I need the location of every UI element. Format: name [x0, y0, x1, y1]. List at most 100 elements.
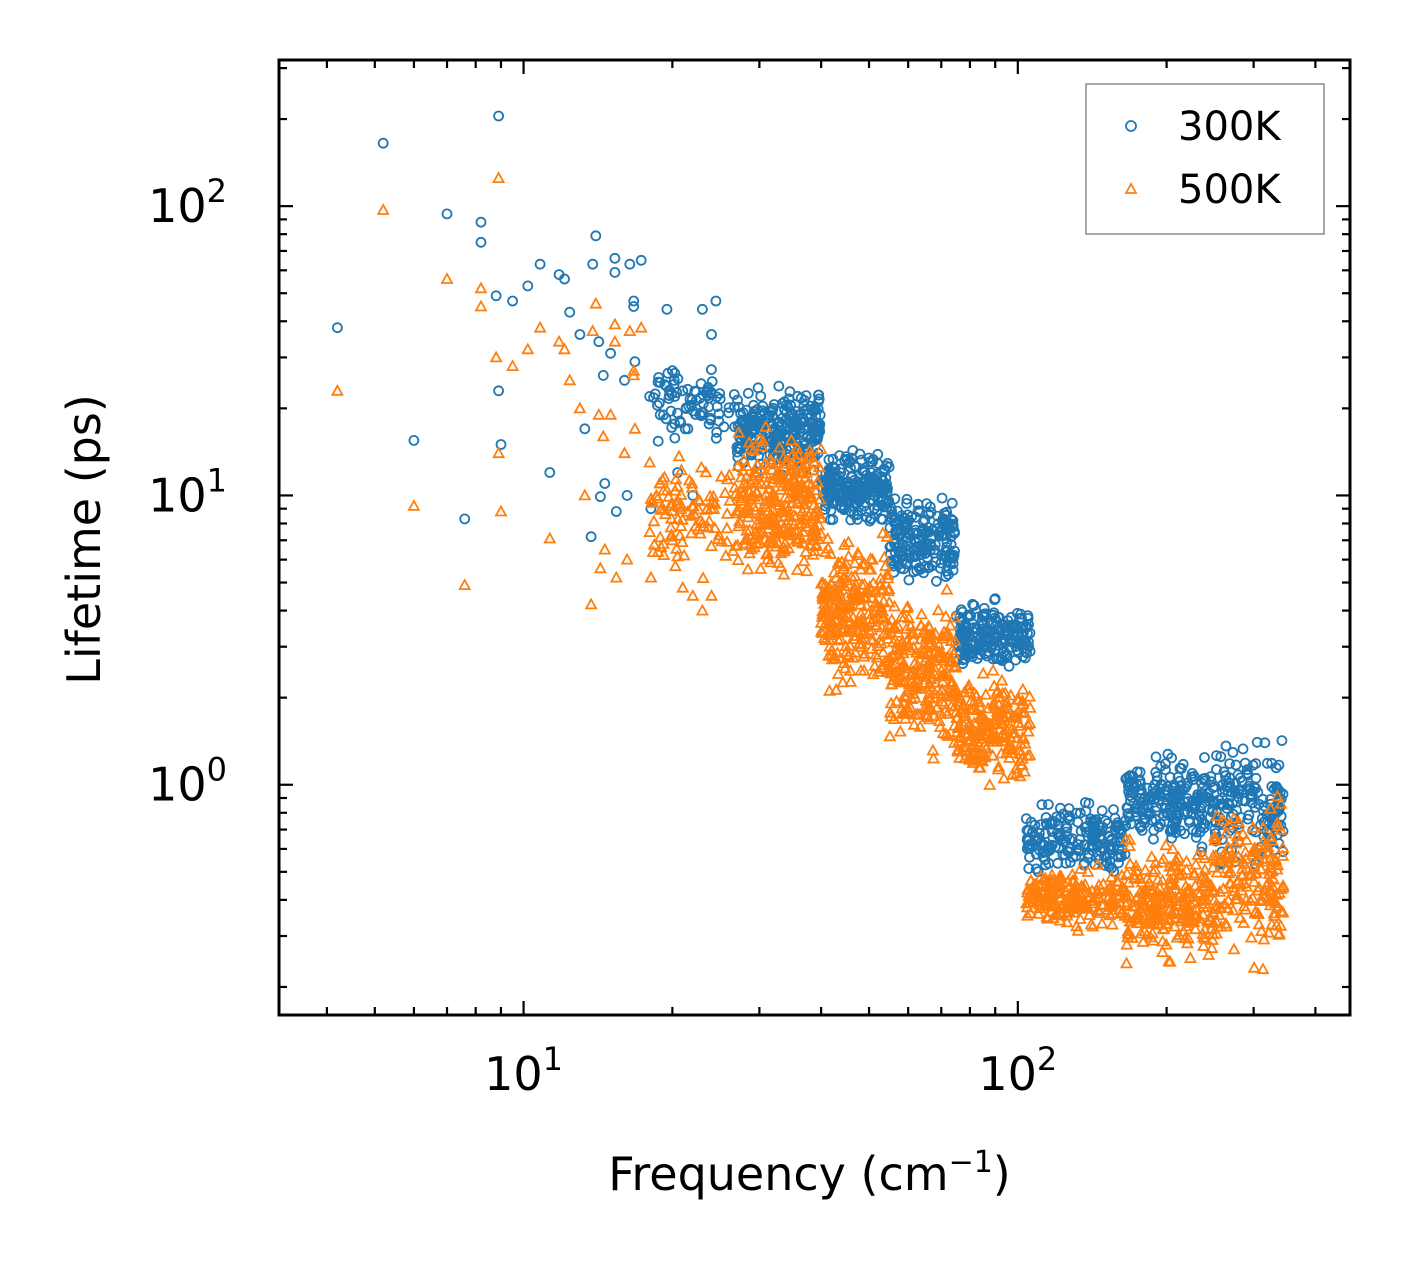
data-point — [703, 418, 715, 430]
data-point — [711, 401, 723, 413]
data-point — [694, 460, 708, 473]
data-point — [1192, 911, 1206, 924]
legend: 300K 500K — [1085, 83, 1325, 235]
data-point — [941, 706, 955, 719]
data-point — [920, 710, 934, 722]
data-point — [1168, 919, 1182, 932]
data-point — [953, 691, 967, 704]
y-tick-label: 101 — [148, 461, 227, 522]
data-point — [901, 497, 912, 509]
data-point — [759, 466, 773, 479]
data-point — [1200, 900, 1214, 913]
data-point — [822, 598, 836, 611]
data-point — [728, 480, 742, 493]
data-point — [696, 571, 710, 583]
data-point — [881, 460, 892, 472]
data-point — [1001, 700, 1015, 713]
data-point — [1082, 885, 1096, 898]
data-point — [756, 434, 770, 447]
data-point — [869, 599, 883, 612]
data-point — [609, 266, 621, 278]
data-point — [1226, 903, 1240, 916]
data-point — [1128, 870, 1143, 883]
data-point — [647, 514, 661, 527]
data-point — [869, 479, 881, 491]
data-point — [492, 446, 506, 459]
data-point — [1140, 887, 1154, 900]
data-point — [1043, 840, 1054, 852]
data-point — [1021, 717, 1035, 730]
data-point — [836, 571, 850, 584]
data-point — [590, 230, 602, 242]
data-point — [802, 404, 813, 415]
data-point — [730, 506, 744, 519]
data-point — [1210, 865, 1224, 878]
data-point — [1129, 891, 1143, 904]
x-axis-label-close: ) — [993, 1147, 1011, 1201]
data-point — [1235, 854, 1250, 867]
data-point — [793, 457, 807, 470]
data-point — [1125, 931, 1139, 943]
data-point — [771, 556, 785, 568]
data-point — [1125, 899, 1139, 912]
data-point — [1000, 722, 1014, 735]
data-point — [1138, 863, 1152, 876]
x-axis-label-text: Frequency (cm — [608, 1147, 948, 1201]
data-point — [737, 476, 751, 489]
data-point — [939, 628, 953, 641]
data-point — [1087, 828, 1099, 840]
data-point — [898, 711, 912, 724]
data-point — [943, 618, 957, 631]
data-point — [1200, 914, 1214, 927]
data-point — [934, 669, 948, 682]
data-point — [714, 469, 728, 482]
data-point — [1241, 764, 1253, 776]
data-point — [845, 462, 856, 474]
data-point — [693, 526, 707, 539]
data-point — [1251, 736, 1263, 748]
data-point — [1160, 887, 1174, 900]
data-point — [748, 490, 762, 502]
data-point — [778, 490, 792, 503]
data-point — [1191, 826, 1202, 838]
data-point — [929, 675, 943, 688]
data-point — [1045, 884, 1059, 897]
data-point — [665, 527, 679, 540]
data-point — [1238, 845, 1252, 857]
data-point — [733, 516, 747, 529]
data-point — [922, 656, 936, 668]
data-point — [691, 502, 706, 515]
tick-labels: 101 102 100 101 102 — [148, 172, 1057, 1101]
data-point — [1230, 759, 1242, 771]
data-point — [833, 632, 848, 644]
data-point — [918, 653, 932, 666]
data-point — [851, 509, 863, 521]
data-point — [1025, 816, 1037, 828]
data-point — [1252, 880, 1266, 893]
data-point — [800, 564, 814, 577]
data-point — [932, 638, 946, 650]
data-point — [857, 663, 871, 676]
data-point — [850, 461, 862, 473]
data-point — [1034, 828, 1045, 839]
data-point — [1027, 877, 1041, 890]
data-point — [605, 347, 616, 359]
data-point — [922, 686, 937, 699]
data-point — [1103, 896, 1117, 909]
data-point — [796, 459, 810, 471]
data-point — [1124, 790, 1136, 801]
data-point — [743, 523, 757, 535]
data-point — [1273, 759, 1285, 771]
data-point — [1268, 783, 1280, 795]
data-point — [759, 420, 773, 432]
data-point — [1221, 840, 1235, 853]
data-point — [933, 720, 947, 732]
data-point — [1219, 916, 1233, 929]
data-point — [831, 667, 845, 679]
data-point — [870, 650, 884, 663]
data-point — [807, 533, 821, 546]
data-point — [900, 522, 912, 534]
data-point — [1222, 785, 1234, 797]
data-point — [938, 530, 949, 541]
data-point — [813, 396, 824, 407]
